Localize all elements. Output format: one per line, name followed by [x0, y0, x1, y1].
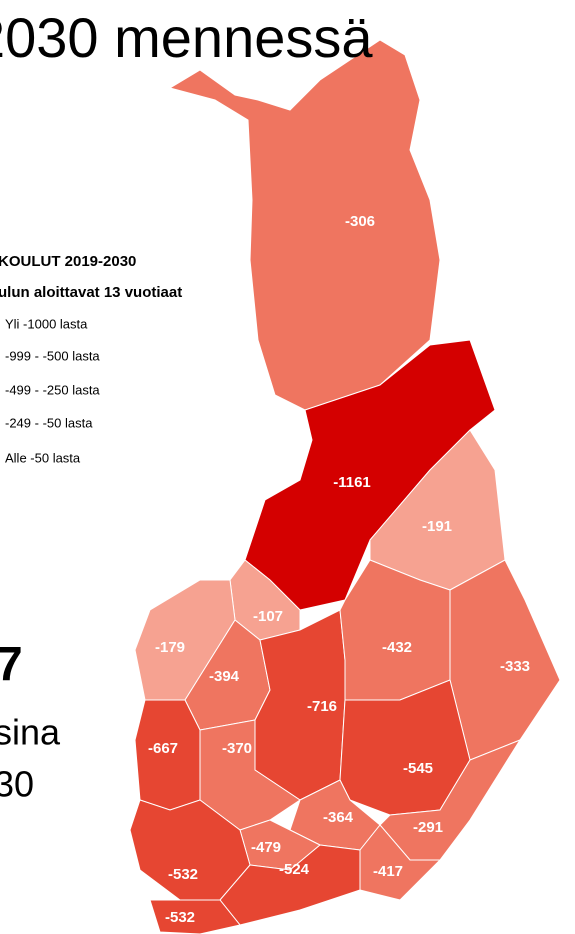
region-label: -479 — [251, 839, 281, 856]
region-label: -333 — [500, 658, 530, 675]
legend-item: Yli -1000 lasta — [5, 316, 88, 331]
region-label: -524 — [279, 861, 310, 878]
region-label: -545 — [403, 760, 433, 777]
region-label: -107 — [253, 608, 283, 625]
legend-subtitle: ulun aloittavat 13 vuotiaat — [0, 284, 182, 301]
region-label: -1161 — [333, 474, 371, 491]
legend-item: -249 - -50 lasta — [5, 415, 93, 430]
region-label: -532 — [168, 866, 198, 883]
region-label: -364 — [323, 809, 354, 826]
legend-item: Alle -50 lasta — [5, 450, 81, 465]
side-text: sina — [0, 712, 61, 753]
region-label: -667 — [148, 740, 178, 757]
region — [149, 899, 241, 934]
legend-item: -499 - -250 lasta — [5, 382, 100, 397]
region-label: -291 — [413, 819, 443, 836]
region-label: -432 — [382, 639, 412, 656]
legend-item: -999 - -500 lasta — [5, 348, 100, 363]
region-label: -716 — [307, 698, 337, 715]
region-label: -370 — [222, 740, 252, 757]
title: 2030 mennessä — [0, 6, 373, 69]
region-label: -306 — [345, 213, 375, 230]
side-text: 30 — [0, 764, 34, 805]
region-label: -394 — [209, 668, 240, 685]
region — [244, 339, 496, 611]
legend-title: KOULUT 2019-2030 — [0, 253, 136, 270]
region-label: -417 — [373, 863, 403, 880]
regions — [129, 39, 561, 934]
region-label: -191 — [422, 518, 452, 535]
region — [168, 39, 441, 411]
region-label: -532 — [165, 909, 195, 926]
region-label: -179 — [155, 639, 185, 656]
side-number: 7 — [0, 639, 23, 692]
region — [219, 844, 361, 926]
